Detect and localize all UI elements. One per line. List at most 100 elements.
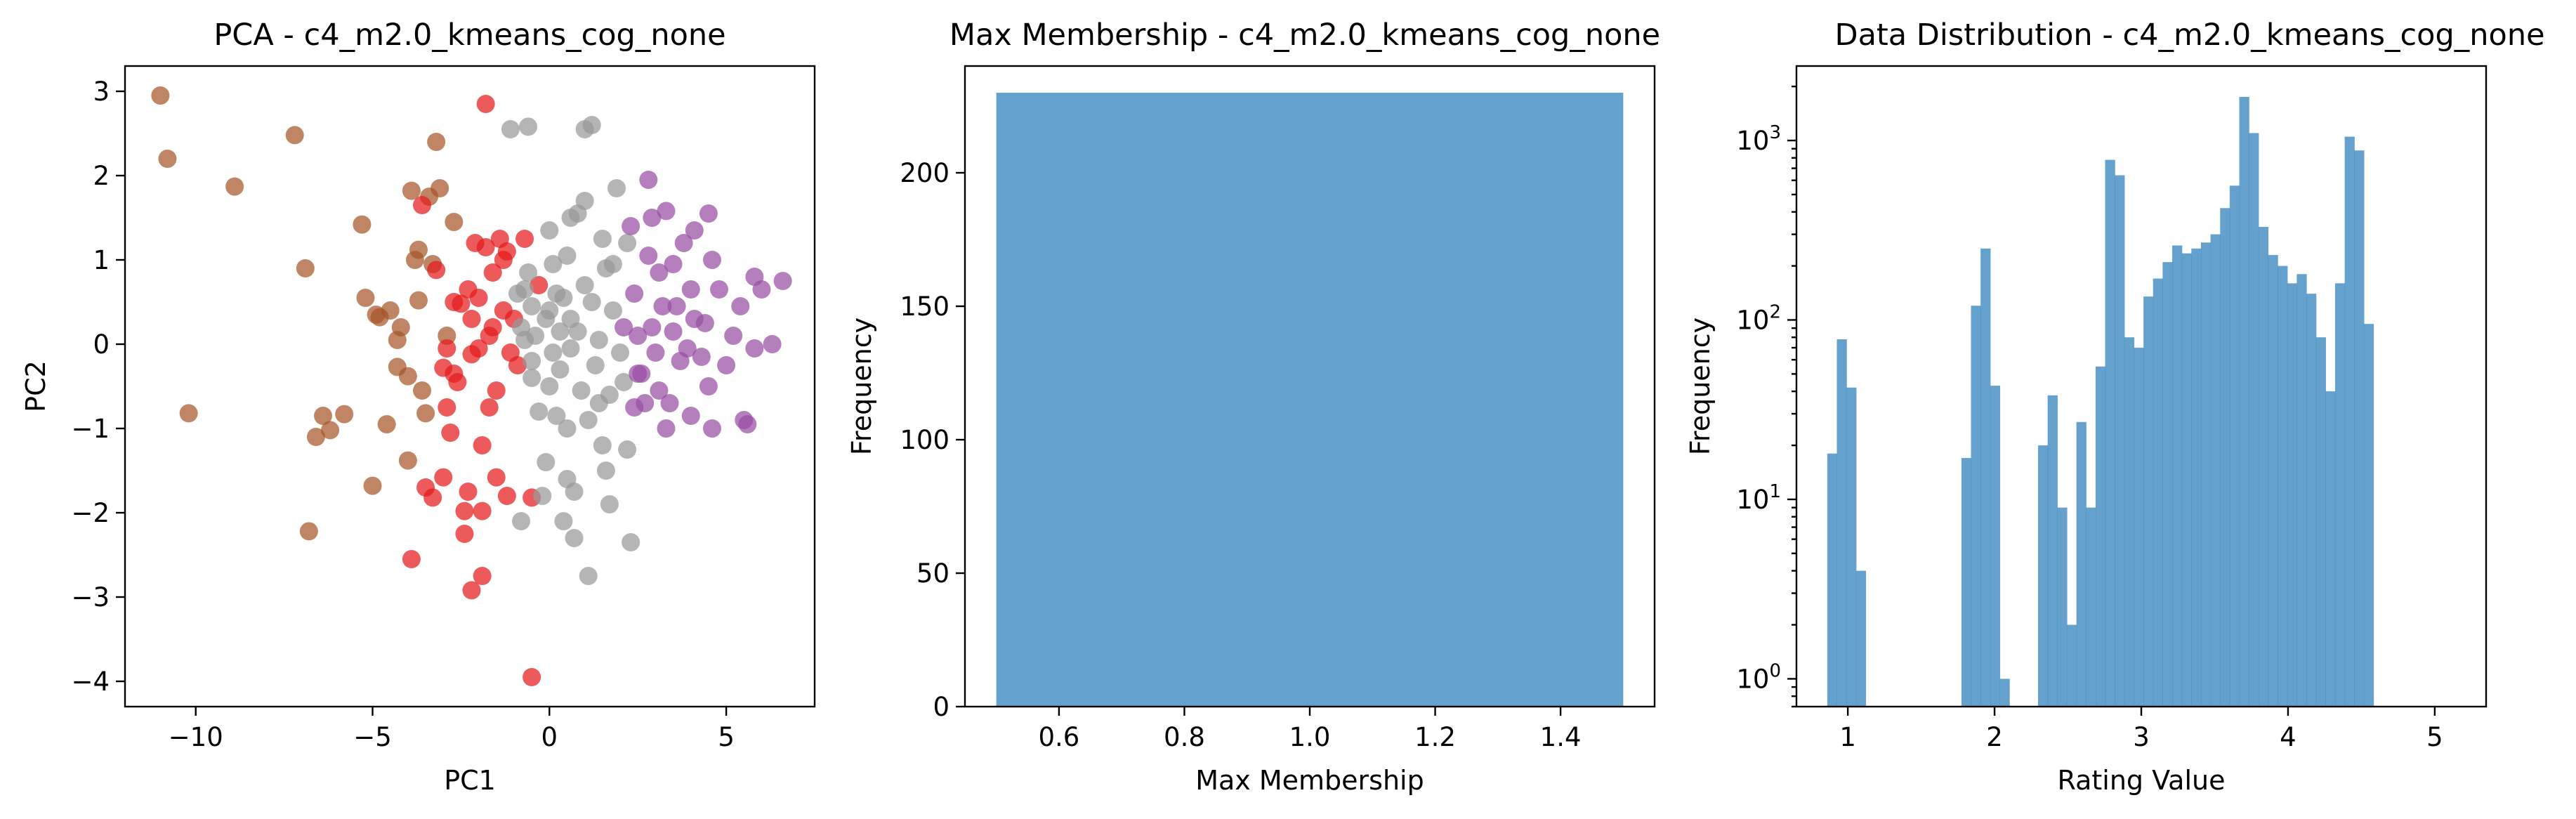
histogram-bar <box>2134 348 2144 707</box>
scatter-point <box>353 215 372 234</box>
scatter-point <box>285 126 304 145</box>
y-tick-label: −3 <box>71 582 110 612</box>
pca-xlabel: PC1 <box>444 765 496 796</box>
scatter-point <box>473 567 492 585</box>
scatter-point <box>487 381 506 400</box>
x-tick-label: −10 <box>169 722 223 752</box>
scatter-point <box>596 461 615 480</box>
histogram-bar <box>1980 248 1991 707</box>
scatter-point <box>523 352 541 370</box>
histogram-bar <box>2210 234 2221 707</box>
scatter-point <box>702 419 721 438</box>
histogram-bar <box>2047 395 2058 707</box>
scatter-point <box>735 411 754 429</box>
scatter-point <box>692 348 711 366</box>
scatter-point <box>745 339 764 358</box>
scatter-point <box>438 339 456 358</box>
scatter-point <box>710 280 729 299</box>
scatter-point <box>650 263 669 282</box>
scatter-point <box>615 373 633 391</box>
scatter-point <box>544 343 563 362</box>
scatter-point <box>462 581 481 600</box>
scatter-point <box>622 217 640 235</box>
distribution-xlabel: Rating Value <box>2058 765 2226 796</box>
scatter-point <box>427 133 446 151</box>
y-tick-exponent: 0 <box>1769 660 1781 681</box>
scatter-point <box>508 284 527 303</box>
membership-plot-frame <box>964 65 1656 708</box>
y-tick-exponent: 3 <box>1769 122 1781 143</box>
scatter-point <box>452 294 471 313</box>
histogram-bar <box>2095 366 2106 707</box>
scatter-point <box>618 234 637 252</box>
scatter-point <box>657 419 676 438</box>
scatter-point <box>572 381 591 400</box>
scatter-point <box>402 550 421 568</box>
histogram-bar <box>1846 387 1857 707</box>
scatter-point <box>540 301 559 320</box>
scatter-point <box>363 476 382 495</box>
x-tick-label: 1.0 <box>1289 722 1331 752</box>
scatter-point <box>455 502 474 520</box>
histogram-bar <box>2325 391 2336 707</box>
scatter-point <box>523 297 541 315</box>
scatter-point <box>158 150 177 168</box>
histogram-bar <box>1855 570 1867 707</box>
histogram-bar <box>2334 283 2346 707</box>
scatter-point <box>625 398 644 417</box>
pca-ylabel: PC2 <box>20 360 51 412</box>
scatter-point <box>409 291 428 310</box>
scatter-point <box>480 398 499 417</box>
histogram-bar <box>2181 253 2192 707</box>
scatter-point <box>469 339 488 358</box>
x-tick-label: 3 <box>2133 722 2150 752</box>
y-tick-label: 0 <box>933 692 949 722</box>
scatter-point <box>565 483 584 501</box>
scatter-point <box>639 171 658 189</box>
histogram-bar <box>2124 337 2135 707</box>
scatter-point <box>438 398 456 417</box>
scatter-point <box>589 394 608 412</box>
scatter-point <box>448 373 467 391</box>
y-tick-label: 102 <box>1736 301 1781 335</box>
scatter-point <box>431 179 449 197</box>
histogram-bar <box>2086 507 2096 707</box>
membership-xlabel: Max Membership <box>1195 765 1424 796</box>
scatter-point <box>487 468 506 487</box>
scatter-point <box>681 407 700 425</box>
scatter-point <box>603 255 622 273</box>
membership-ylabel: Frequency <box>846 317 877 455</box>
scatter-point <box>515 230 534 248</box>
x-tick-label: 2 <box>1986 722 2003 752</box>
histogram-bar <box>2066 624 2077 707</box>
scatter-point <box>476 238 495 256</box>
histogram-bar <box>2200 242 2212 707</box>
x-tick-label: 0.8 <box>1164 722 1205 752</box>
scatter-point <box>540 377 559 395</box>
histogram-bar <box>2162 262 2173 707</box>
pca-scatter-panel: PCA - c4_m2.0_kmeans_cog_none −10 −5 0 5−4−… <box>20 18 816 796</box>
x-tick-label: 4 <box>2280 722 2296 752</box>
scatter-point <box>685 221 704 240</box>
scatter-point <box>544 255 563 273</box>
scatter-point <box>678 339 697 358</box>
scatter-point <box>469 289 488 307</box>
scatter-point <box>579 567 598 585</box>
scatter-point <box>462 310 481 328</box>
scatter-point <box>523 668 541 686</box>
x-tick-label: 1 <box>1839 722 1856 752</box>
histogram-bar <box>2143 296 2154 707</box>
histogram-bar <box>2153 278 2164 707</box>
scatter-point <box>321 421 340 440</box>
scatter-point <box>409 240 428 259</box>
scatter-point <box>643 209 662 227</box>
scatter-point <box>225 177 244 196</box>
y-tick-label: −4 <box>71 667 110 697</box>
histogram-bar <box>2191 248 2202 707</box>
scatter-point <box>416 404 435 423</box>
y-tick-label: 200 <box>900 158 949 188</box>
scatter-point <box>483 318 502 336</box>
histogram-bar <box>1827 453 1838 707</box>
